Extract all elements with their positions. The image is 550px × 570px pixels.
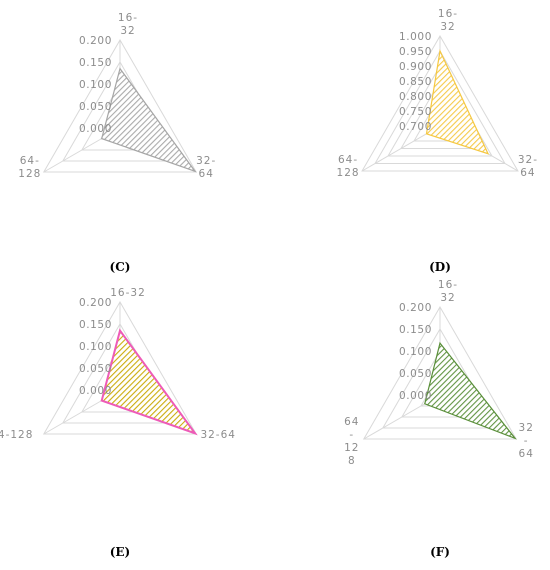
tick-label: 0.750: [399, 106, 432, 118]
tick-label: 0.000: [399, 390, 432, 402]
radar-panel-4: 0.000 0.050 0.100 0.150 0.200 16-32 32 -64 64 -12…: [344, 279, 534, 559]
tick-label: 0.200: [79, 35, 112, 47]
axis-label-16-32: 16-32: [118, 12, 138, 37]
tick-label: 0.200: [79, 297, 112, 309]
radar-panel-2: 0.700 0.750 0.800 0.850 0.900 0.950 1.000 16-32…: [337, 8, 538, 274]
tick-label: 0.950: [399, 46, 432, 58]
data-polygon: [100, 328, 198, 436]
tick-label: 0.150: [399, 324, 432, 336]
tick-label: 0.800: [399, 91, 432, 103]
tick-label: 0.850: [399, 76, 432, 88]
tick-label: 0.200: [399, 302, 432, 314]
axis-label-16-32: 16-32: [110, 287, 146, 299]
axis-label-32-64: 32-64: [519, 422, 534, 460]
tick-label: 0.000: [79, 385, 112, 397]
panel-caption: (C): [110, 260, 131, 274]
axis-label-32-64: 32-64: [200, 429, 236, 441]
radar-panel-1: 0.000 0.050 0.100 0.150 0.200 16-32 32-64 64-12…: [18, 12, 216, 274]
panel-caption: (D): [429, 260, 451, 274]
tick-label: 0.100: [79, 79, 112, 91]
axis-label-64-128: 64-128: [18, 155, 41, 180]
data-polygon: [100, 67, 197, 173]
tick-label: 0.100: [399, 346, 432, 358]
tick-label: 0.050: [79, 363, 112, 375]
tick-label: 0.900: [399, 61, 432, 73]
grid-ring: [42, 301, 198, 435]
axis-label-64-128: 64-128: [337, 154, 360, 179]
data-polygon: [425, 48, 490, 155]
data-polygon: [424, 341, 517, 440]
tick-label: 0.100: [79, 341, 112, 353]
tick-label: 0.050: [79, 101, 112, 113]
tick-label: 0.150: [79, 319, 112, 331]
tick-label: 0.050: [399, 368, 432, 380]
tick-label: 0.700: [399, 121, 432, 133]
grid-ring: [42, 39, 198, 173]
axis-label-32-64: 32-64: [196, 155, 216, 180]
panel-caption: (F): [430, 545, 450, 559]
tick-label: 0.150: [79, 57, 112, 69]
tick-label: 1.000: [399, 31, 432, 43]
axis-label-16-32: 16-32: [438, 279, 458, 304]
tick-label: 0.000: [79, 123, 112, 135]
axis-label-64-128: 64-128: [0, 429, 33, 441]
grid-ring: [374, 49, 506, 164]
grid-ring: [361, 34, 519, 172]
grid-ring: [362, 305, 518, 440]
axis-label-32-64: 32-64: [518, 154, 538, 179]
axis-label-16-32: 16-32: [438, 8, 458, 33]
panel-caption: (E): [110, 545, 131, 559]
